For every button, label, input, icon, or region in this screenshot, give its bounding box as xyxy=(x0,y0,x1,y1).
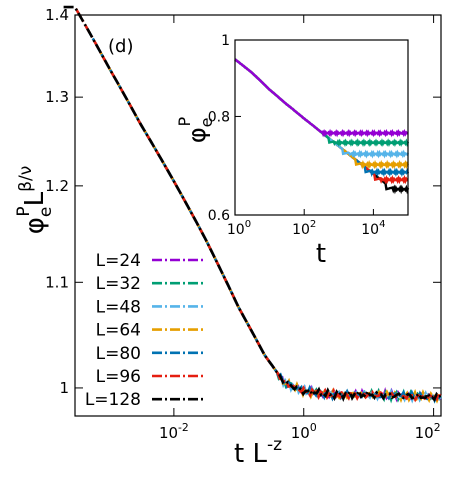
main-y-axis-label-sub: e xyxy=(36,207,56,217)
main-x-tick-label-exponent: -2 xyxy=(178,421,189,434)
main-x-tick-label-exponent: 2 xyxy=(434,421,441,434)
inset-x-tick-label: 102 xyxy=(292,219,316,238)
legend-label: L=128 xyxy=(85,390,141,410)
inset-x-tick-label-mantissa: 10 xyxy=(227,222,245,238)
main-y-tick-label: 1.3 xyxy=(45,88,69,106)
main-y-tick-label: 1 xyxy=(59,379,69,397)
inset-background xyxy=(235,40,408,215)
inset-frame xyxy=(234,39,409,216)
inset-series-curve xyxy=(234,58,409,138)
inset-y-axis-label-phi: φ xyxy=(183,127,211,143)
inset-x-tick-label-exponent: 2 xyxy=(310,219,316,230)
main-x-axis-label-base: t L xyxy=(234,439,267,469)
main-x-tick-label-mantissa: 10 xyxy=(159,424,178,442)
legend-label: L=48 xyxy=(96,297,141,317)
legend-label: L=96 xyxy=(96,367,141,387)
inset-x-tick-label-mantissa: 10 xyxy=(292,222,310,238)
main-plot-frame xyxy=(74,14,442,417)
inset-x-axis-label: t xyxy=(316,239,326,269)
main-x-tick-label: 102 xyxy=(415,421,441,442)
legend-label: L=64 xyxy=(96,321,141,341)
legend: L=24 L=32 L=48 L=64 L=80 L=96 L=128 xyxy=(85,251,203,410)
inset-y-axis-label-sup: P xyxy=(175,116,194,126)
main-series-group xyxy=(63,5,443,405)
main-x-tick-label-mantissa: 10 xyxy=(291,424,310,442)
main-series-curve xyxy=(63,5,442,403)
main-series-curve xyxy=(74,8,443,403)
panel-label: (d) xyxy=(108,36,133,57)
main-y-axis-label: φePLβ/ν xyxy=(14,166,56,234)
main-x-tick-label-mantissa: 10 xyxy=(415,424,434,442)
main-y-tick-label: 1.1 xyxy=(45,273,69,291)
main-x-tick-label-exponent: 0 xyxy=(310,421,317,434)
main-y-axis-label-L: L xyxy=(20,191,50,206)
inset-x-tick-label: 104 xyxy=(361,219,385,238)
inset-x-tick-label-exponent: 4 xyxy=(379,219,385,230)
inset-y-axis-label-sub: e xyxy=(197,117,216,127)
main-y-tick-label: 1.4 xyxy=(45,6,69,24)
inset-x-tick-label-exponent: 0 xyxy=(245,219,251,230)
legend-label: L=24 xyxy=(96,251,141,271)
inset-series-group xyxy=(234,58,410,195)
main-x-axis-label: t L-z xyxy=(234,435,282,469)
inset-y-tick-label: 0.6 xyxy=(208,208,230,224)
main-x-tick-label: 10-2 xyxy=(159,421,189,442)
main-x-axis-label-exponent: -z xyxy=(267,435,282,455)
main-y-axis-label-sup: P xyxy=(14,206,34,216)
inset-x-tick-label: 100 xyxy=(227,219,251,238)
legend-label: L=80 xyxy=(96,344,141,364)
inset-y-tick-label: 1 xyxy=(221,33,230,49)
legend-label: L=32 xyxy=(96,274,141,294)
main-y-axis-label-phi: φ xyxy=(20,217,50,234)
inset-y-tick-label: 0.8 xyxy=(208,109,230,125)
main-y-axis-label-exponent: β/ν xyxy=(16,166,36,192)
inset-x-tick-label-mantissa: 10 xyxy=(361,222,379,238)
inset-y-axis-label: φeP xyxy=(175,116,216,143)
main-x-tick-label: 100 xyxy=(291,421,317,442)
main-y-tick-label: 1.2 xyxy=(45,177,69,195)
